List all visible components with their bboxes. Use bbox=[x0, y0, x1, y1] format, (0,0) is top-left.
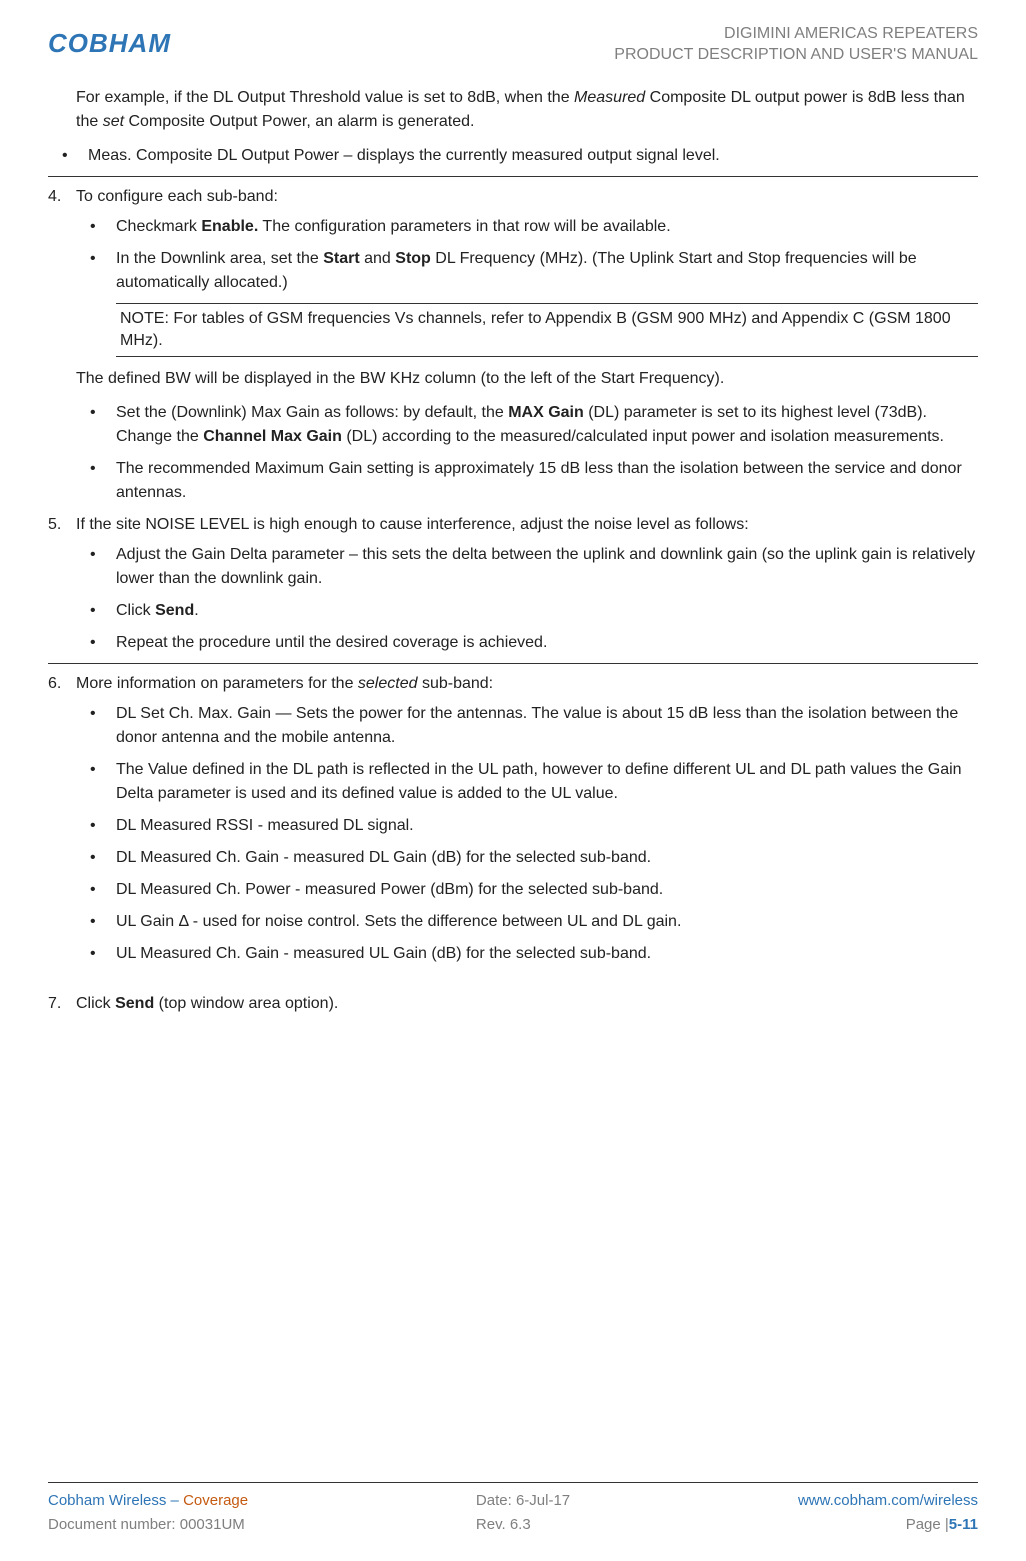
step-5-bullet-3: Repeat the procedure until the desired c… bbox=[76, 631, 978, 655]
step-6-bullet-1: DL Set Ch. Max. Gain — Sets the power fo… bbox=[76, 702, 978, 750]
footer-date-label: Date: bbox=[476, 1492, 516, 1509]
s5b2a: Click bbox=[116, 602, 155, 619]
footer-url[interactable]: www.cobham.com/wireless bbox=[798, 1489, 978, 1513]
footer-brand-a: Cobham Wireless bbox=[48, 1492, 166, 1509]
step-4-text: To configure each sub-band: bbox=[76, 188, 278, 205]
s4b1c: The configuration parameters in that row… bbox=[258, 218, 670, 235]
step-6-em: selected bbox=[358, 675, 418, 692]
s5b2b: Send bbox=[155, 602, 194, 619]
step-6-bullet-2: The Value defined in the DL path is refl… bbox=[76, 758, 978, 806]
s4b3e: (DL) according to the measured/calculate… bbox=[342, 428, 944, 445]
step-5-bullet-1: Adjust the Gain Delta parameter – this s… bbox=[76, 543, 978, 591]
s4b3d: Channel Max Gain bbox=[203, 428, 342, 445]
s4b1b: Enable. bbox=[201, 218, 258, 235]
s4b2a: In the Downlink area, set the bbox=[116, 250, 323, 267]
header-line-2: PRODUCT DESCRIPTION AND USER'S MANUAL bbox=[614, 45, 978, 66]
step-6-bullet-6: UL Gain Δ - used for noise control. Sets… bbox=[76, 910, 978, 934]
s5b2c: . bbox=[194, 602, 198, 619]
footer-page-num: 5-11 bbox=[949, 1516, 978, 1533]
step-4-bullet-1: Checkmark Enable. The configuration para… bbox=[76, 215, 978, 239]
step-4-bullet-4: The recommended Maximum Gain setting is … bbox=[76, 457, 978, 505]
s4b2c: and bbox=[360, 250, 396, 267]
step-5-text: If the site NOISE LEVEL is high enough t… bbox=[76, 516, 749, 533]
s4b2b: Start bbox=[323, 250, 359, 267]
step-5-bullet-2: Click Send. bbox=[76, 599, 978, 623]
footer-right: www.cobham.com/wireless Page |5-11 bbox=[798, 1489, 978, 1537]
step-7-text-c: (top window area option). bbox=[154, 995, 338, 1012]
s4b1a: Checkmark bbox=[116, 218, 201, 235]
intro-em-measured: Measured bbox=[574, 89, 645, 106]
footer-brand-b: Coverage bbox=[183, 1492, 248, 1509]
footer-page-label: Page | bbox=[906, 1516, 949, 1533]
s4b3b: MAX Gain bbox=[508, 404, 584, 421]
step-7-num: 7. bbox=[48, 992, 61, 1016]
step-7: 7. Click Send (top window area option). bbox=[48, 992, 978, 1016]
intro-bullets: Meas. Composite DL Output Power – displa… bbox=[48, 144, 978, 168]
header-titles: DIGIMINI AMERICAS REPEATERS PRODUCT DESC… bbox=[614, 24, 978, 66]
footer-date: 6-Jul-17 bbox=[516, 1492, 570, 1509]
footer-brand-sep: – bbox=[166, 1492, 183, 1509]
brand-logo: COBHAM bbox=[48, 28, 236, 58]
footer-doc-label: Document number: bbox=[48, 1516, 180, 1533]
footer-rev-label: Rev. bbox=[476, 1516, 510, 1533]
intro-em-set: set bbox=[103, 113, 124, 130]
intro-text-e: Composite Output Power, an alarm is gene… bbox=[124, 113, 474, 130]
divider-2 bbox=[48, 663, 978, 664]
footer-rule bbox=[48, 1482, 978, 1483]
footer-left: Cobham Wireless – Coverage Document numb… bbox=[48, 1489, 248, 1537]
page-header: COBHAM DIGIMINI AMERICAS REPEATERS PRODU… bbox=[48, 24, 978, 66]
step-6-bullet-5: DL Measured Ch. Power - measured Power (… bbox=[76, 878, 978, 902]
s4b2d: Stop bbox=[395, 250, 431, 267]
document-body: For example, if the DL Output Threshold … bbox=[48, 86, 978, 1017]
step-6-bullet-7: UL Measured Ch. Gain - measured UL Gain … bbox=[76, 942, 978, 966]
divider bbox=[48, 176, 978, 177]
intro-bullet-1: Meas. Composite DL Output Power – displa… bbox=[48, 144, 978, 168]
step-5-num: 5. bbox=[48, 513, 61, 537]
step-4-note: NOTE: For tables of GSM frequencies Vs c… bbox=[116, 304, 978, 357]
step-6-num: 6. bbox=[48, 672, 61, 696]
s4b3a: Set the (Downlink) Max Gain as follows: … bbox=[116, 404, 508, 421]
footer-center: Date: 6-Jul-17 Rev. 6.3 bbox=[476, 1489, 570, 1537]
step-6-text-a: More information on parameters for the bbox=[76, 675, 358, 692]
page-footer: Cobham Wireless – Coverage Document numb… bbox=[0, 1482, 1026, 1537]
step-5: 5. If the site NOISE LEVEL is high enoug… bbox=[48, 513, 978, 655]
footer-rev: 6.3 bbox=[510, 1516, 531, 1533]
note-rule-bottom bbox=[116, 356, 978, 357]
footer-doc-num: 00031UM bbox=[180, 1516, 245, 1533]
step-6-bullet-3: DL Measured RSSI - measured DL signal. bbox=[76, 814, 978, 838]
step-4-after-note: The defined BW will be displayed in the … bbox=[76, 367, 978, 391]
step-7-bold: Send bbox=[115, 995, 154, 1012]
step-6-bullet-4: DL Measured Ch. Gain - measured DL Gain … bbox=[76, 846, 978, 870]
step-4: 4. To configure each sub-band: Checkmark… bbox=[48, 185, 978, 506]
intro-paragraph: For example, if the DL Output Threshold … bbox=[76, 86, 978, 134]
step-4-num: 4. bbox=[48, 185, 61, 209]
header-line-1: DIGIMINI AMERICAS REPEATERS bbox=[614, 24, 978, 45]
step-4-bullet-2: In the Downlink area, set the Start and … bbox=[76, 247, 978, 295]
step-4-bullet-3: Set the (Downlink) Max Gain as follows: … bbox=[76, 401, 978, 449]
step-7-text-a: Click bbox=[76, 995, 115, 1012]
logo-text: COBHAM bbox=[48, 28, 171, 58]
intro-text-a: For example, if the DL Output Threshold … bbox=[76, 89, 574, 106]
step-6-text-c: sub-band: bbox=[418, 675, 494, 692]
step-6: 6. More information on parameters for th… bbox=[48, 672, 978, 966]
